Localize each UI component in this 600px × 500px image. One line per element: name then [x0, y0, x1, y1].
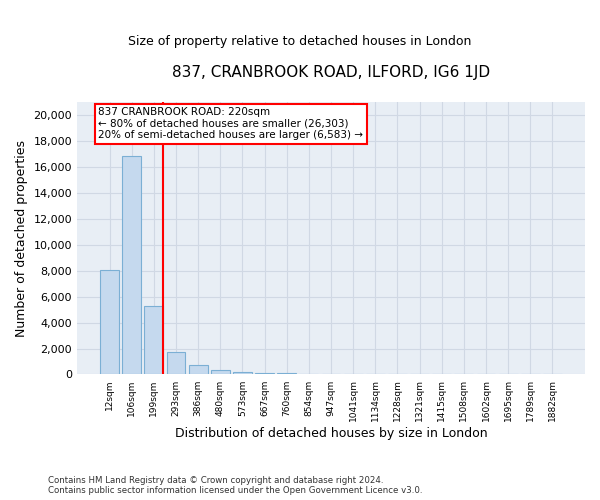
- Bar: [233, 372, 252, 374]
- Y-axis label: Number of detached properties: Number of detached properties: [15, 140, 28, 336]
- Bar: [255, 373, 274, 374]
- Bar: [145, 306, 163, 374]
- Bar: [211, 370, 230, 374]
- Bar: [167, 352, 185, 374]
- Bar: [189, 366, 208, 374]
- Text: Size of property relative to detached houses in London: Size of property relative to detached ho…: [128, 35, 472, 48]
- Text: 837 CRANBROOK ROAD: 220sqm
← 80% of detached houses are smaller (26,303)
20% of : 837 CRANBROOK ROAD: 220sqm ← 80% of deta…: [98, 107, 364, 140]
- Bar: [122, 156, 141, 374]
- Title: 837, CRANBROOK ROAD, ILFORD, IG6 1JD: 837, CRANBROOK ROAD, ILFORD, IG6 1JD: [172, 65, 490, 80]
- Text: Contains HM Land Registry data © Crown copyright and database right 2024.
Contai: Contains HM Land Registry data © Crown c…: [48, 476, 422, 495]
- Bar: [100, 270, 119, 374]
- X-axis label: Distribution of detached houses by size in London: Distribution of detached houses by size …: [175, 427, 487, 440]
